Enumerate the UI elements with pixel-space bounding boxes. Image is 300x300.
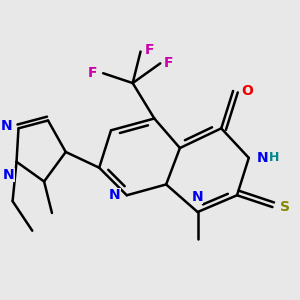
Text: N: N: [257, 151, 268, 165]
Text: N: N: [1, 119, 13, 134]
Text: S: S: [280, 200, 290, 214]
Text: N: N: [109, 188, 121, 202]
Text: F: F: [164, 56, 174, 70]
Text: F: F: [145, 43, 154, 57]
Text: F: F: [88, 66, 97, 80]
Text: H: H: [268, 152, 279, 164]
Text: O: O: [241, 84, 253, 98]
Text: N: N: [192, 190, 203, 204]
Text: N: N: [3, 168, 15, 182]
